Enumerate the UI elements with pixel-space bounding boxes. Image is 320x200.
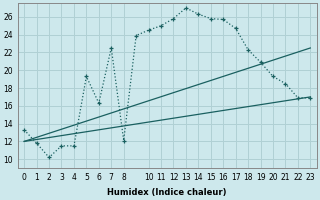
- X-axis label: Humidex (Indice chaleur): Humidex (Indice chaleur): [108, 188, 227, 197]
